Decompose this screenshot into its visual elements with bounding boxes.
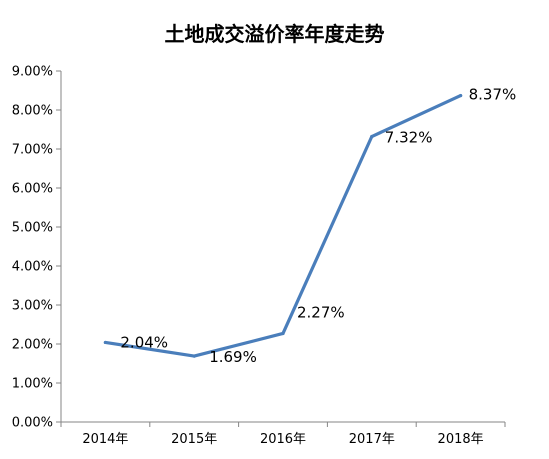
x-tick-label: 2014年	[82, 432, 128, 447]
data-point	[192, 354, 196, 358]
y-tick-label: 1.00%	[12, 377, 53, 392]
x-tick-label: 2017年	[349, 432, 395, 447]
data-point	[103, 340, 107, 345]
data-label: 1.69%	[209, 348, 257, 366]
x-axis: 2014年 2015年 2016年 2017年 2018年	[60, 421, 506, 447]
y-tick-label: 6.00%	[12, 182, 53, 197]
data-label: 8.37%	[469, 86, 517, 104]
x-tick-label: 2016年	[260, 432, 306, 447]
data-labels: 2.04% 1.69% 2.27% 7.32% 8.37%	[120, 86, 516, 367]
y-tick-label: 7.00%	[12, 143, 53, 158]
y-tick-label: 2.00%	[12, 338, 53, 353]
y-tick-label: 8.00%	[12, 104, 53, 119]
y-axis: 0.00% 1.00% 2.00% 3.00% 4.00% 5.00% 6.00% 7.00%…	[12, 65, 62, 431]
x-tick-label: 2018年	[438, 432, 484, 447]
y-tick-label: 3.00%	[12, 299, 53, 314]
data-point	[459, 93, 463, 98]
y-tick-label: 5.00%	[12, 221, 53, 236]
data-label: 2.27%	[297, 303, 345, 321]
series	[103, 93, 463, 358]
data-point	[370, 134, 374, 139]
data-label: 2.04%	[120, 333, 168, 351]
chart-title: 土地成交溢价率年度走势	[164, 22, 385, 46]
y-tick-label: 9.00%	[12, 65, 53, 80]
x-tick-label: 2015年	[171, 432, 217, 447]
y-tick-label: 0.00%	[12, 416, 53, 431]
data-point	[281, 331, 285, 336]
data-label: 7.32%	[385, 129, 433, 147]
y-tick-label: 4.00%	[12, 260, 53, 275]
